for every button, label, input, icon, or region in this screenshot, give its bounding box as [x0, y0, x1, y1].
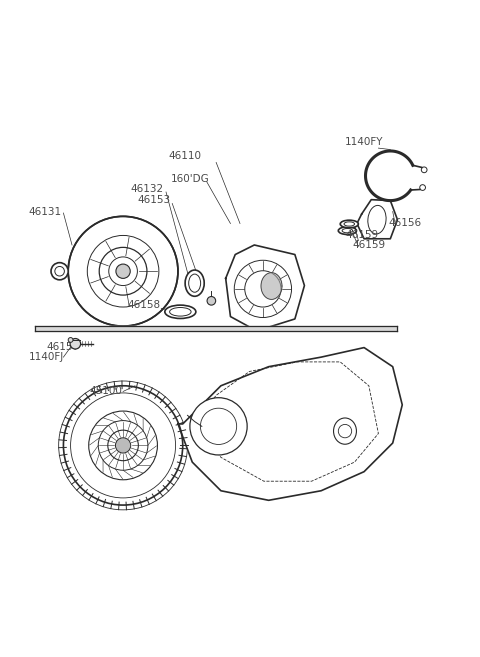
Circle shape — [59, 381, 188, 510]
Text: 45100: 45100 — [89, 386, 122, 396]
Ellipse shape — [334, 418, 357, 444]
Circle shape — [190, 397, 247, 455]
Circle shape — [68, 216, 178, 326]
Text: 46153: 46153 — [138, 196, 171, 206]
Text: 46158: 46158 — [127, 300, 160, 311]
Ellipse shape — [338, 227, 357, 235]
Text: 160'DG: 160'DG — [170, 173, 209, 183]
Text: 46132: 46132 — [131, 184, 164, 194]
Circle shape — [70, 338, 81, 349]
Circle shape — [207, 296, 216, 305]
Polygon shape — [226, 245, 304, 331]
Text: 1140FY: 1140FY — [345, 137, 384, 147]
Polygon shape — [261, 273, 282, 300]
Circle shape — [51, 263, 68, 280]
Circle shape — [68, 338, 73, 342]
Polygon shape — [357, 200, 397, 238]
Text: 46110: 46110 — [168, 151, 202, 161]
Polygon shape — [35, 326, 397, 331]
Circle shape — [116, 264, 130, 279]
Text: 46156: 46156 — [388, 218, 421, 228]
Text: 46131: 46131 — [29, 207, 62, 217]
Circle shape — [116, 438, 131, 453]
Ellipse shape — [185, 270, 204, 296]
Polygon shape — [178, 348, 402, 500]
Ellipse shape — [165, 305, 196, 319]
Ellipse shape — [340, 220, 359, 228]
Text: 1140FJ: 1140FJ — [29, 351, 64, 361]
Text: 46159: 46159 — [345, 230, 378, 240]
Text: 46159: 46159 — [352, 240, 385, 250]
Text: 46157: 46157 — [47, 342, 80, 352]
